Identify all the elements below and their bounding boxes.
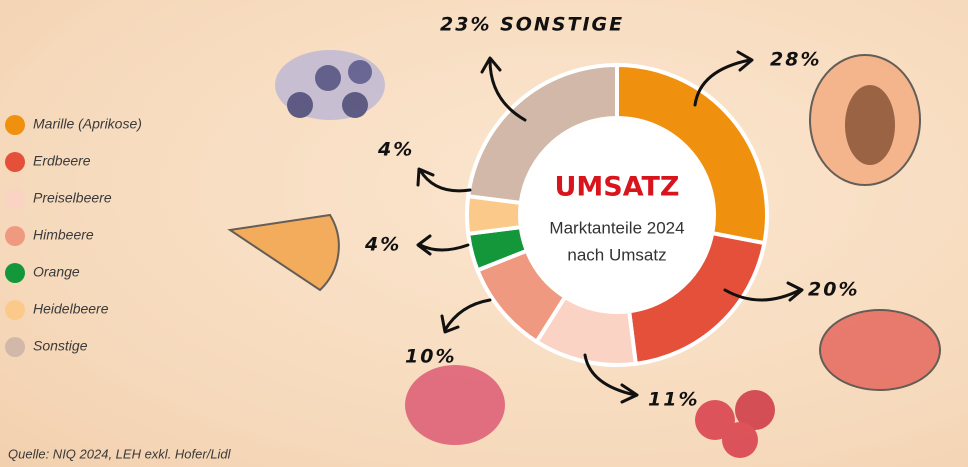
legend-swatch <box>5 226 25 246</box>
donut-slice <box>465 62 619 206</box>
legend-swatch <box>5 300 25 320</box>
legend-swatch <box>5 263 25 283</box>
value-label: 4% <box>364 234 401 256</box>
subtitle: nach Umsatz <box>567 245 666 264</box>
arrow <box>693 50 754 107</box>
legend-label: Preiselbeere <box>33 190 112 206</box>
legend-swatch <box>5 115 25 135</box>
legend-swatch <box>5 189 25 209</box>
legend-label: Orange <box>33 264 80 280</box>
arrow <box>480 56 527 122</box>
value-label: 20% <box>808 279 859 301</box>
arrow <box>416 234 470 256</box>
donut-slice <box>615 62 769 246</box>
legend-swatch <box>5 337 25 357</box>
legend-label: Erdbeere <box>33 153 91 169</box>
value-label: 4% <box>377 139 414 161</box>
legend-label: Heidelbeere <box>33 301 109 317</box>
value-label: 28% <box>770 49 821 71</box>
legend-label: Marille (Aprikose) <box>33 116 142 132</box>
legend-label: Sonstige <box>33 338 88 354</box>
value-label: 10% <box>405 346 456 368</box>
legend-swatch <box>5 152 25 172</box>
source: Quelle: NIQ 2024, LEH exkl. Hofer/Lidl <box>8 446 232 461</box>
subtitle: Marktanteile 2024 <box>549 218 684 237</box>
arrow <box>440 298 492 334</box>
value-label: 23% SONSTIGE <box>440 14 624 36</box>
arrow <box>723 281 804 302</box>
arrow <box>416 167 472 193</box>
chart-title: UMSATZ <box>554 172 679 203</box>
decoration <box>227 50 941 458</box>
donut-hole <box>522 120 712 310</box>
legend-label: Himbeere <box>33 227 94 243</box>
value-label: 11% <box>648 389 699 411</box>
arrow <box>583 353 639 404</box>
